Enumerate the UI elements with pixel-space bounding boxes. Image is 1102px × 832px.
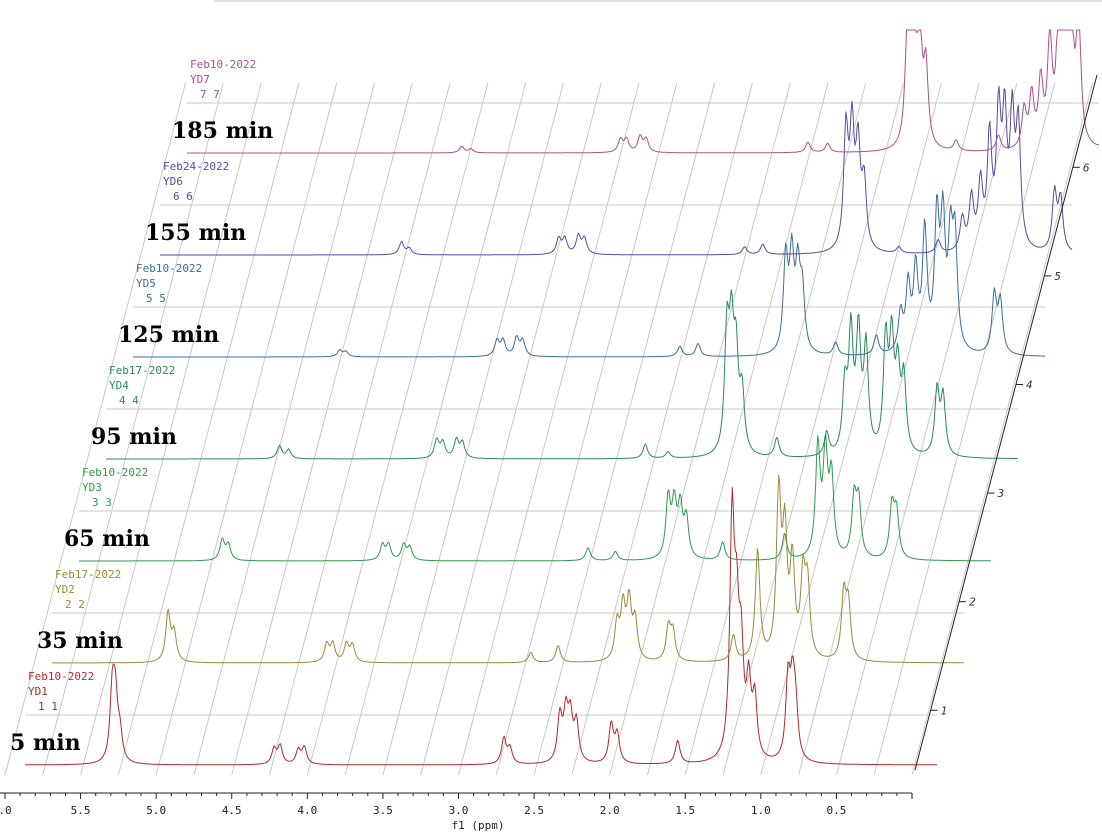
grid-line-ppm: [722, 82, 905, 776]
z-tick-label: 5: [1054, 270, 1061, 283]
x-tick-label: 5.5: [71, 804, 91, 817]
grid: [4, 0, 1102, 776]
z-axis-line: [914, 74, 1098, 771]
series-time-label: 5 min: [10, 730, 81, 756]
spectrum-trace-YD3: [79, 433, 991, 562]
grid-line-ppm: [306, 82, 489, 776]
series-sub-label: 6 6: [173, 190, 193, 203]
grid-line-ppm: [609, 82, 791, 776]
grid-line-ppm: [533, 82, 716, 776]
x-tick-label: 3.0: [449, 804, 469, 817]
series-time-label: 95 min: [91, 424, 177, 450]
series-id-label: YD5: [136, 277, 156, 290]
series-sub-label: 3 3: [92, 496, 112, 509]
series-sub-label: 5 5: [146, 292, 166, 305]
series-labels: Feb10-2022 YD1 1 1 5 min Feb17-2022 YD2 2 2 35 …: [10, 58, 273, 756]
grid-line-ppm: [458, 82, 640, 776]
spectrum-trace-YD2: [52, 474, 964, 664]
grid-line-ppm: [382, 82, 564, 776]
series-date-label: Feb10-2022: [82, 466, 148, 479]
series-sub-label: 2 2: [65, 598, 85, 611]
z-tick-label: 1: [941, 704, 948, 717]
series-time-label: 65 min: [64, 526, 150, 552]
spectrum-trace-YD1: [25, 487, 937, 766]
x-axis: .0 5.5 5.0 4.5 4.0 3.5 3.0 2.5 2.0 1.5 1.0 0.5: [0, 792, 913, 817]
grid-line-ppm: [646, 82, 829, 776]
series-time-label: 35 min: [37, 628, 123, 654]
x-tick-label: 2.0: [600, 804, 620, 817]
grid-line-ppm: [571, 82, 753, 776]
grid-line-ppm: [155, 82, 338, 776]
series-id-label: YD3: [82, 481, 102, 494]
grid-line-ppm: [42, 82, 224, 776]
grid-line-ppm: [798, 82, 980, 776]
spectrum-trace-YD4: [106, 289, 1018, 460]
x-tick-label: 0.5: [826, 804, 846, 817]
grid-line-ppm: [495, 82, 678, 776]
grid-line-ppm: [760, 82, 942, 776]
grid-line-ppm: [80, 82, 262, 776]
spectra: [25, 29, 1100, 766]
x-tick-label: 5.0: [146, 804, 166, 817]
grid-line-ppm: [835, 82, 1018, 776]
series-time-label: 155 min: [145, 220, 246, 246]
z-tick-label: 3: [997, 487, 1005, 500]
x-tick-label: 3.5: [373, 804, 393, 817]
series-date-label: Feb10-2022: [190, 58, 256, 71]
z-tick-label: 6: [1083, 161, 1090, 174]
grid-line-ppm: [344, 82, 527, 776]
grid-line-ppm: [684, 82, 867, 776]
series-sub-label: 1 1: [38, 700, 58, 713]
grid-line-ppm: [231, 82, 413, 776]
grid-line-ppm: [269, 82, 451, 776]
spectrum-trace-YD7: [187, 29, 1100, 154]
x-tick-label: 1.5: [675, 804, 695, 817]
series-id-label: YD1: [28, 685, 48, 698]
series-date-label: Feb10-2022: [28, 670, 94, 683]
series-time-label: 185 min: [172, 118, 273, 144]
series-sub-label: 4 4: [119, 394, 139, 407]
x-axis-label: f1 (ppm): [452, 819, 505, 832]
grid-line-ppm: [4, 82, 187, 776]
z-tick-label: 2: [969, 596, 976, 609]
series-date-label: Feb17-2022: [55, 568, 121, 581]
series-id-label: YD7: [190, 73, 210, 86]
grid-line-ppm: [117, 82, 300, 776]
z-tick-label: 4: [1026, 378, 1033, 391]
x-tick-label: 1.0: [751, 804, 771, 817]
z-axis: 1 2 3 4 5 6: [914, 74, 1098, 771]
series-id-label: YD2: [55, 583, 75, 596]
spectrum-trace-YD6: [160, 85, 1073, 256]
x-tick-label: .0: [0, 804, 12, 817]
grid-line-ppm: [193, 82, 375, 776]
series-time-label: 125 min: [118, 322, 219, 348]
spectrum-trace-YD5: [133, 190, 1045, 358]
x-tick-label: 4.5: [222, 804, 242, 817]
series-id-label: YD4: [109, 379, 129, 392]
grid-line-ppm: [911, 82, 1094, 776]
series-sub-label: 7 7: [200, 88, 220, 101]
x-tick-label: 2.5: [524, 804, 544, 817]
series-id-label: YD6: [163, 175, 183, 188]
grid-line-ppm: [873, 82, 1056, 776]
series-date-label: Feb24-2022: [163, 160, 229, 173]
x-tick-label: 4.0: [297, 804, 317, 817]
series-date-label: Feb10-2022: [136, 262, 202, 275]
grid-line-ppm: [420, 82, 602, 776]
series-date-label: Feb17-2022: [109, 364, 175, 377]
